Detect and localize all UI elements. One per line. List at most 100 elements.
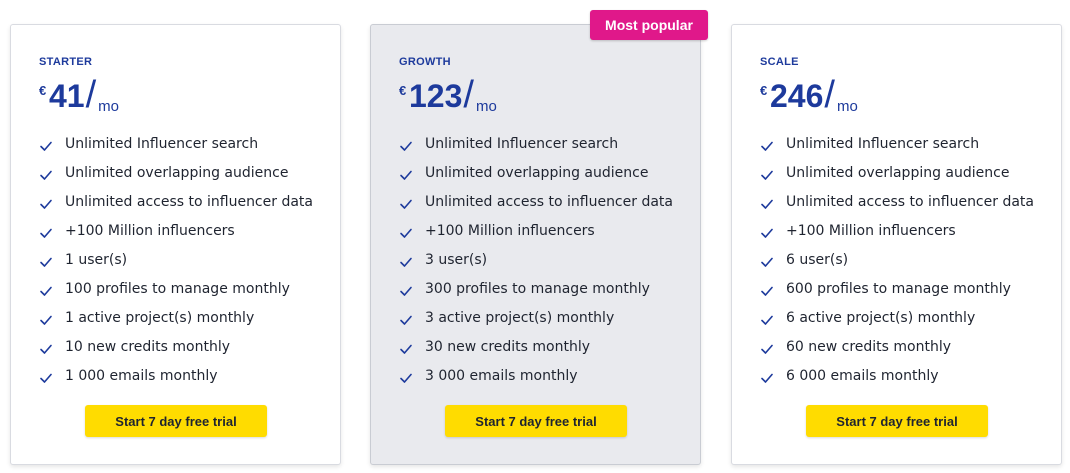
price-amount: 123 bbox=[409, 78, 463, 114]
price-slash: / bbox=[85, 74, 97, 116]
feature-item: 600 profiles to manage monthly bbox=[760, 274, 1055, 303]
check-icon bbox=[39, 371, 53, 385]
feature-label: 3 user(s) bbox=[425, 251, 488, 268]
check-icon bbox=[39, 342, 53, 356]
feature-item: 100 profiles to manage monthly bbox=[39, 274, 334, 303]
check-icon bbox=[399, 197, 413, 211]
feature-item: 1 user(s) bbox=[39, 245, 334, 274]
feature-item: Unlimited overlapping audience bbox=[39, 158, 334, 187]
feature-item: Unlimited access to influencer data bbox=[760, 187, 1055, 216]
feature-item: +100 Million influencers bbox=[760, 216, 1055, 245]
feature-label: 6 000 emails monthly bbox=[786, 368, 939, 385]
feature-label: Unlimited access to influencer data bbox=[786, 193, 1034, 210]
price-unit: mo bbox=[475, 98, 497, 115]
feature-list: Unlimited Influencer search Unlimited ove… bbox=[760, 129, 1055, 391]
price-unit: mo bbox=[98, 98, 119, 115]
price-amount: 246 bbox=[770, 78, 824, 114]
feature-label: 3 000 emails monthly bbox=[425, 368, 578, 385]
feature-label: Unlimited access to influencer data bbox=[425, 193, 673, 210]
check-icon bbox=[399, 168, 413, 182]
feature-label: 3 active project(s) monthly bbox=[425, 310, 615, 327]
feature-item: Unlimited Influencer search bbox=[760, 129, 1055, 158]
feature-label: 6 user(s) bbox=[786, 251, 849, 268]
feature-item: 6 active project(s) monthly bbox=[760, 304, 1055, 333]
feature-item: Unlimited access to influencer data bbox=[39, 187, 334, 216]
feature-label: +100 Million influencers bbox=[786, 222, 956, 239]
check-icon bbox=[39, 313, 53, 327]
feature-item: 3 000 emails monthly bbox=[399, 362, 694, 391]
check-icon bbox=[399, 342, 413, 356]
price-slash: / bbox=[824, 74, 835, 116]
pricing-card-starter: STARTER € 41/mo Unlimited Influencer sea… bbox=[10, 24, 341, 465]
most-popular-badge: Most popular bbox=[590, 10, 708, 40]
check-icon bbox=[760, 342, 774, 356]
feature-item: 3 user(s) bbox=[399, 245, 694, 274]
check-icon bbox=[39, 139, 53, 153]
check-icon bbox=[760, 255, 774, 269]
price-slash: / bbox=[463, 74, 474, 116]
feature-label: Unlimited Influencer search bbox=[425, 135, 619, 152]
check-icon bbox=[760, 284, 774, 298]
plan-name: GROWTH bbox=[399, 56, 451, 68]
feature-label: Unlimited overlapping audience bbox=[425, 164, 649, 181]
check-icon bbox=[760, 371, 774, 385]
feature-item: 3 active project(s) monthly bbox=[399, 304, 694, 333]
feature-label: 1 000 emails monthly bbox=[65, 368, 218, 385]
feature-item: Unlimited overlapping audience bbox=[399, 158, 694, 187]
plan-name: SCALE bbox=[760, 56, 799, 68]
feature-list: Unlimited Influencer search Unlimited ove… bbox=[399, 129, 694, 391]
feature-label: Unlimited access to influencer data bbox=[65, 193, 313, 210]
start-trial-button[interactable]: Start 7 day free trial bbox=[806, 405, 988, 437]
check-icon bbox=[760, 226, 774, 240]
feature-label: 6 active project(s) monthly bbox=[786, 310, 976, 327]
currency-symbol: € bbox=[39, 83, 47, 98]
feature-item: 1 active project(s) monthly bbox=[39, 304, 334, 333]
feature-label: 100 profiles to manage monthly bbox=[65, 281, 290, 298]
feature-label: +100 Million influencers bbox=[425, 222, 595, 239]
feature-label: 1 active project(s) monthly bbox=[65, 310, 255, 327]
check-icon bbox=[760, 313, 774, 327]
check-icon bbox=[39, 255, 53, 269]
feature-list: Unlimited Influencer search Unlimited ove… bbox=[39, 129, 334, 391]
feature-item: Unlimited Influencer search bbox=[399, 129, 694, 158]
feature-item: 30 new credits monthly bbox=[399, 333, 694, 362]
check-icon bbox=[39, 284, 53, 298]
feature-label: 300 profiles to manage monthly bbox=[425, 281, 650, 298]
feature-label: Unlimited Influencer search bbox=[786, 135, 980, 152]
feature-item: Unlimited access to influencer data bbox=[399, 187, 694, 216]
check-icon bbox=[399, 284, 413, 298]
feature-item: +100 Million influencers bbox=[39, 216, 334, 245]
feature-label: 1 user(s) bbox=[65, 251, 128, 268]
feature-label: +100 Million influencers bbox=[65, 222, 235, 239]
feature-item: 10 new credits monthly bbox=[39, 333, 334, 362]
feature-item: +100 Million influencers bbox=[399, 216, 694, 245]
feature-item: Unlimited Influencer search bbox=[39, 129, 334, 158]
feature-label: Unlimited Influencer search bbox=[65, 135, 259, 152]
feature-item: Unlimited overlapping audience bbox=[760, 158, 1055, 187]
check-icon bbox=[760, 139, 774, 153]
feature-label: Unlimited overlapping audience bbox=[65, 164, 289, 181]
feature-label: 10 new credits monthly bbox=[65, 339, 231, 356]
check-icon bbox=[39, 168, 53, 182]
feature-item: 1 000 emails monthly bbox=[39, 362, 334, 391]
check-icon bbox=[760, 197, 774, 211]
feature-label: Unlimited overlapping audience bbox=[786, 164, 1010, 181]
pricing-card-scale: SCALE € 246/mo Unlimited Influencer sear… bbox=[731, 24, 1062, 465]
price-unit: mo bbox=[836, 98, 858, 115]
feature-label: 600 profiles to manage monthly bbox=[786, 281, 1011, 298]
feature-label: 30 new credits monthly bbox=[425, 339, 591, 356]
feature-label: 60 new credits monthly bbox=[786, 339, 952, 356]
price-amount: 41 bbox=[49, 78, 85, 114]
plan-name: STARTER bbox=[39, 56, 93, 68]
check-icon bbox=[399, 255, 413, 269]
check-icon bbox=[399, 371, 413, 385]
feature-item: 6 000 emails monthly bbox=[760, 362, 1055, 391]
start-trial-button[interactable]: Start 7 day free trial bbox=[85, 405, 267, 437]
start-trial-button[interactable]: Start 7 day free trial bbox=[445, 405, 627, 437]
check-icon bbox=[39, 197, 53, 211]
check-icon bbox=[399, 313, 413, 327]
check-icon bbox=[399, 139, 413, 153]
currency-symbol: € bbox=[760, 83, 768, 98]
check-icon bbox=[39, 226, 53, 240]
feature-item: 300 profiles to manage monthly bbox=[399, 274, 694, 303]
